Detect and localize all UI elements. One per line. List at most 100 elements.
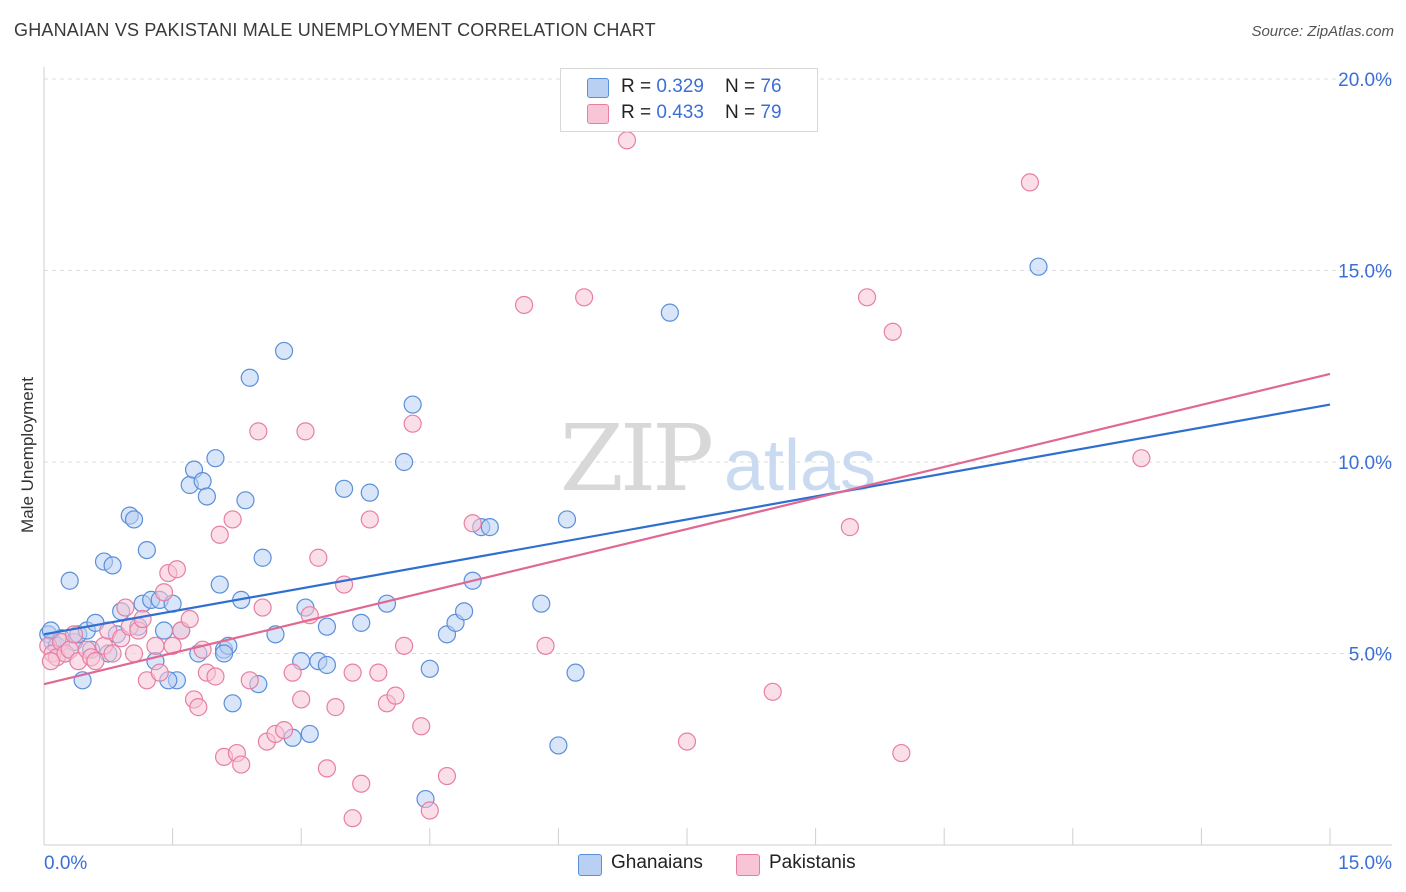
pakistani-point: [403, 414, 422, 433]
ghanaian-point: [206, 449, 225, 468]
ghanaian-point: [193, 472, 212, 491]
ghanaian-point: [154, 621, 174, 640]
ghanaian-point: [240, 368, 259, 387]
ghanaian-point: [566, 663, 585, 682]
pakistani-point: [163, 636, 182, 655]
legend-n-label: N =: [725, 76, 761, 97]
pakistani-point: [412, 717, 431, 736]
series-name-pakistanis: Pakistanis: [769, 852, 856, 873]
ghanaian-point: [60, 571, 79, 590]
ghanaian-point: [253, 548, 272, 567]
pakistani-point: [1020, 173, 1040, 192]
pakistani-point: [253, 598, 272, 617]
pakistani-point: [146, 636, 165, 655]
pakistani-point: [677, 732, 697, 751]
legend-n-value: 76: [760, 76, 782, 97]
pakistani-point: [249, 422, 268, 441]
pakistani-point: [116, 598, 135, 617]
ghanaian-point: [360, 483, 379, 502]
ghanaian-point: [532, 594, 551, 613]
pakistani-point: [180, 609, 199, 629]
ghanaian-point: [394, 452, 414, 472]
series-name-ghanaians: Ghanaians: [611, 852, 703, 873]
pakistani-point: [150, 663, 169, 682]
pakistani-point: [369, 663, 388, 682]
pakistani-point: [437, 766, 457, 786]
pakistani-point: [240, 671, 259, 690]
pakistani-point: [189, 698, 208, 717]
pakistani-point: [763, 682, 782, 701]
pakistani-point: [394, 636, 414, 655]
pakistani-point: [360, 510, 379, 529]
pakistani-point: [103, 644, 122, 663]
ghanaian-point: [300, 724, 319, 744]
pakistani-point: [515, 295, 534, 315]
ghanaians-swatch: [587, 78, 609, 98]
pakistani-point: [154, 583, 174, 602]
pakistani-point: [840, 518, 859, 537]
legend-n-value: 79: [760, 102, 782, 123]
series-ghanaians-points: [39, 257, 1048, 809]
pakistani-point: [617, 131, 637, 150]
pakistani-point: [575, 288, 594, 307]
ghanaian-point: [549, 736, 568, 755]
x-tick-label: 15.0%: [1338, 853, 1392, 874]
x-tick-label: 0.0%: [44, 853, 87, 874]
pakistani-point: [463, 514, 482, 533]
pakistani-point: [41, 652, 60, 671]
ghanaian-point: [124, 510, 144, 529]
ghanaian-point: [236, 491, 255, 510]
watermark: ZIP atlas: [560, 405, 876, 512]
legend: R = 0.329 N = 76 R = 0.433 N = 79: [560, 68, 818, 132]
pakistani-point: [133, 609, 152, 629]
trend-line-ghanaians: [43, 403, 1331, 636]
pakistani-point: [292, 690, 311, 709]
legend-r-value: 0.433: [656, 102, 704, 123]
pakistani-point: [892, 743, 911, 763]
pakistani-point: [343, 809, 362, 828]
pakistani-point: [206, 667, 225, 686]
legend-r-label: R =: [621, 102, 657, 123]
pakistani-point: [326, 698, 345, 717]
ghanaians-swatch: [578, 854, 602, 876]
pakistani-point: [352, 774, 371, 793]
pakistani-point: [274, 720, 294, 740]
pakistani-point: [124, 644, 144, 663]
pakistani-point: [536, 636, 555, 655]
watermark-atlas: atlas: [724, 426, 876, 506]
pakistani-point: [420, 801, 439, 820]
ghanaian-point: [334, 479, 354, 498]
axes: [43, 67, 1392, 846]
pakistani-point: [317, 759, 337, 778]
y-tick-label: 20.0%: [1338, 70, 1392, 91]
pakistani-point: [210, 525, 229, 544]
pakistani-point: [343, 663, 362, 682]
ghanaian-point: [214, 644, 234, 663]
pakistani-point: [232, 755, 251, 774]
ghanaian-point: [317, 617, 337, 636]
ghanaian-point: [420, 659, 439, 678]
ghanaian-point: [352, 613, 371, 632]
pakistani-point: [386, 686, 405, 705]
ghanaian-point: [274, 341, 294, 361]
pakistanis-swatch: [587, 104, 609, 124]
ghanaian-point: [454, 602, 474, 621]
ghanaian-point: [403, 395, 422, 414]
y-tick-label: 15.0%: [1338, 262, 1392, 283]
ghanaian-point: [480, 518, 499, 537]
ghanaian-point: [557, 510, 577, 529]
ghanaian-point: [103, 556, 122, 575]
pakistani-point: [223, 510, 242, 529]
y-tick-label: 10.0%: [1338, 453, 1392, 474]
ghanaian-point: [197, 487, 216, 506]
legend-r-label: R =: [621, 76, 657, 97]
pakistani-point: [883, 322, 902, 341]
ghanaian-point: [317, 655, 337, 675]
pakistani-point: [857, 288, 877, 307]
pakistanis-swatch: [736, 854, 760, 876]
tick-labels: 5.0% 10.0% 15.0% 20.0% 0.0% 15.0%: [44, 70, 1392, 874]
pakistani-point: [1132, 449, 1151, 468]
pakistani-point: [86, 652, 105, 671]
ghanaian-point: [210, 575, 229, 594]
